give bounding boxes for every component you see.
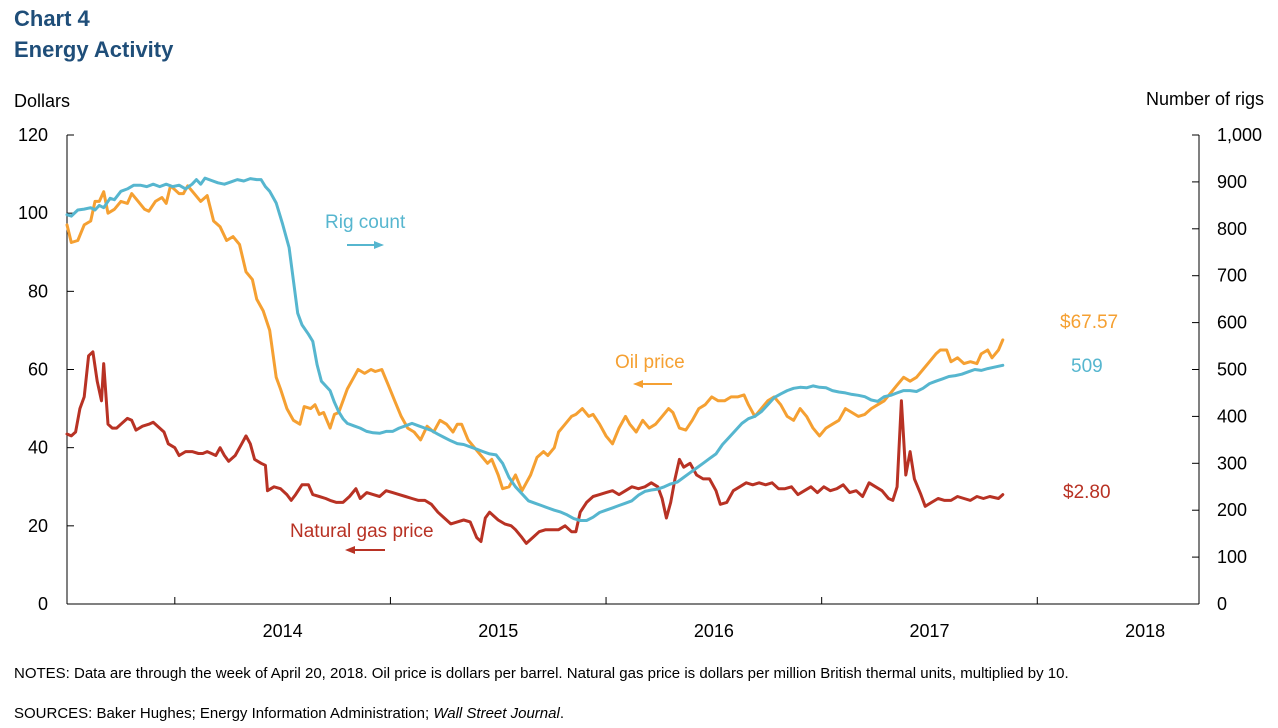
x-tick-label: 2017: [909, 621, 949, 641]
chart-number: Chart 4: [14, 6, 90, 31]
rig-end-value: 509: [1071, 356, 1103, 377]
gas-arrow: [345, 546, 385, 554]
chart-notes: NOTES: Data are through the week of Apri…: [14, 665, 1069, 682]
x-tick-label: 2015: [478, 621, 518, 641]
sources-italic: Wall Street Journal: [433, 705, 560, 722]
y-right-axis-label: Number of rigs: [1146, 89, 1264, 109]
y-left-tick-label: 0: [38, 594, 48, 614]
series-layer: [65, 176, 1005, 545]
y-right-tick-label: 700: [1217, 266, 1247, 286]
y-left-tick-label: 20: [28, 516, 48, 536]
sources-text: SOURCES: Baker Hughes; Energy Informatio…: [14, 705, 434, 722]
sources-end: .: [559, 705, 564, 722]
y-left-axis-label: Dollars: [14, 91, 70, 111]
y-right-tick-label: 300: [1217, 453, 1247, 473]
y-right-tick-label: 600: [1217, 313, 1247, 333]
rig-arrow: [347, 241, 384, 249]
line-chart: Dollars Number of rigs 0 20 40 60 80 100 120 0 1…: [14, 89, 1264, 641]
y-left-tick-label: 100: [18, 203, 48, 223]
oil-end-value: $67.57: [1060, 312, 1118, 333]
y-right-tick-label: 200: [1217, 500, 1247, 520]
y-right-tick-label: 100: [1217, 547, 1247, 567]
chart-sources: SOURCES: Baker Hughes; Energy Informatio…: [14, 704, 564, 723]
y-left-tick-label: 60: [28, 360, 48, 380]
y-right-tick-label: 0: [1217, 594, 1227, 614]
y-left-tick-label: 80: [28, 281, 48, 301]
y-right-tick-label: 1,000: [1217, 125, 1262, 145]
y-left-tick-label: 40: [28, 438, 48, 458]
axes: 0 20 40 60 80 100 120 0 100 200 300 400 500 600 700 800…: [18, 125, 1262, 641]
x-tick-label: 2018: [1125, 621, 1165, 641]
chart-title: Energy Activity: [14, 37, 174, 62]
y-right-tick-label: 400: [1217, 406, 1247, 426]
oil-arrow: [633, 380, 672, 388]
oil-price-annotation: Oil price: [615, 352, 685, 373]
rig-count-annotation: Rig count: [325, 212, 406, 233]
y-right-tick-label: 900: [1217, 172, 1247, 192]
rig-count-line: [65, 176, 1005, 522]
natural-gas-price-line: [65, 350, 1005, 545]
y-right-tick-label: 500: [1217, 360, 1247, 380]
x-tick-label: 2016: [694, 621, 734, 641]
oil-price-line: [65, 184, 1005, 493]
x-tick-label: 2014: [263, 621, 303, 641]
y-right-tick-label: 800: [1217, 219, 1247, 239]
y-left-tick-label: 120: [18, 125, 48, 145]
natural-gas-annotation: Natural gas price: [290, 521, 434, 542]
gas-end-value: $2.80: [1063, 482, 1111, 503]
